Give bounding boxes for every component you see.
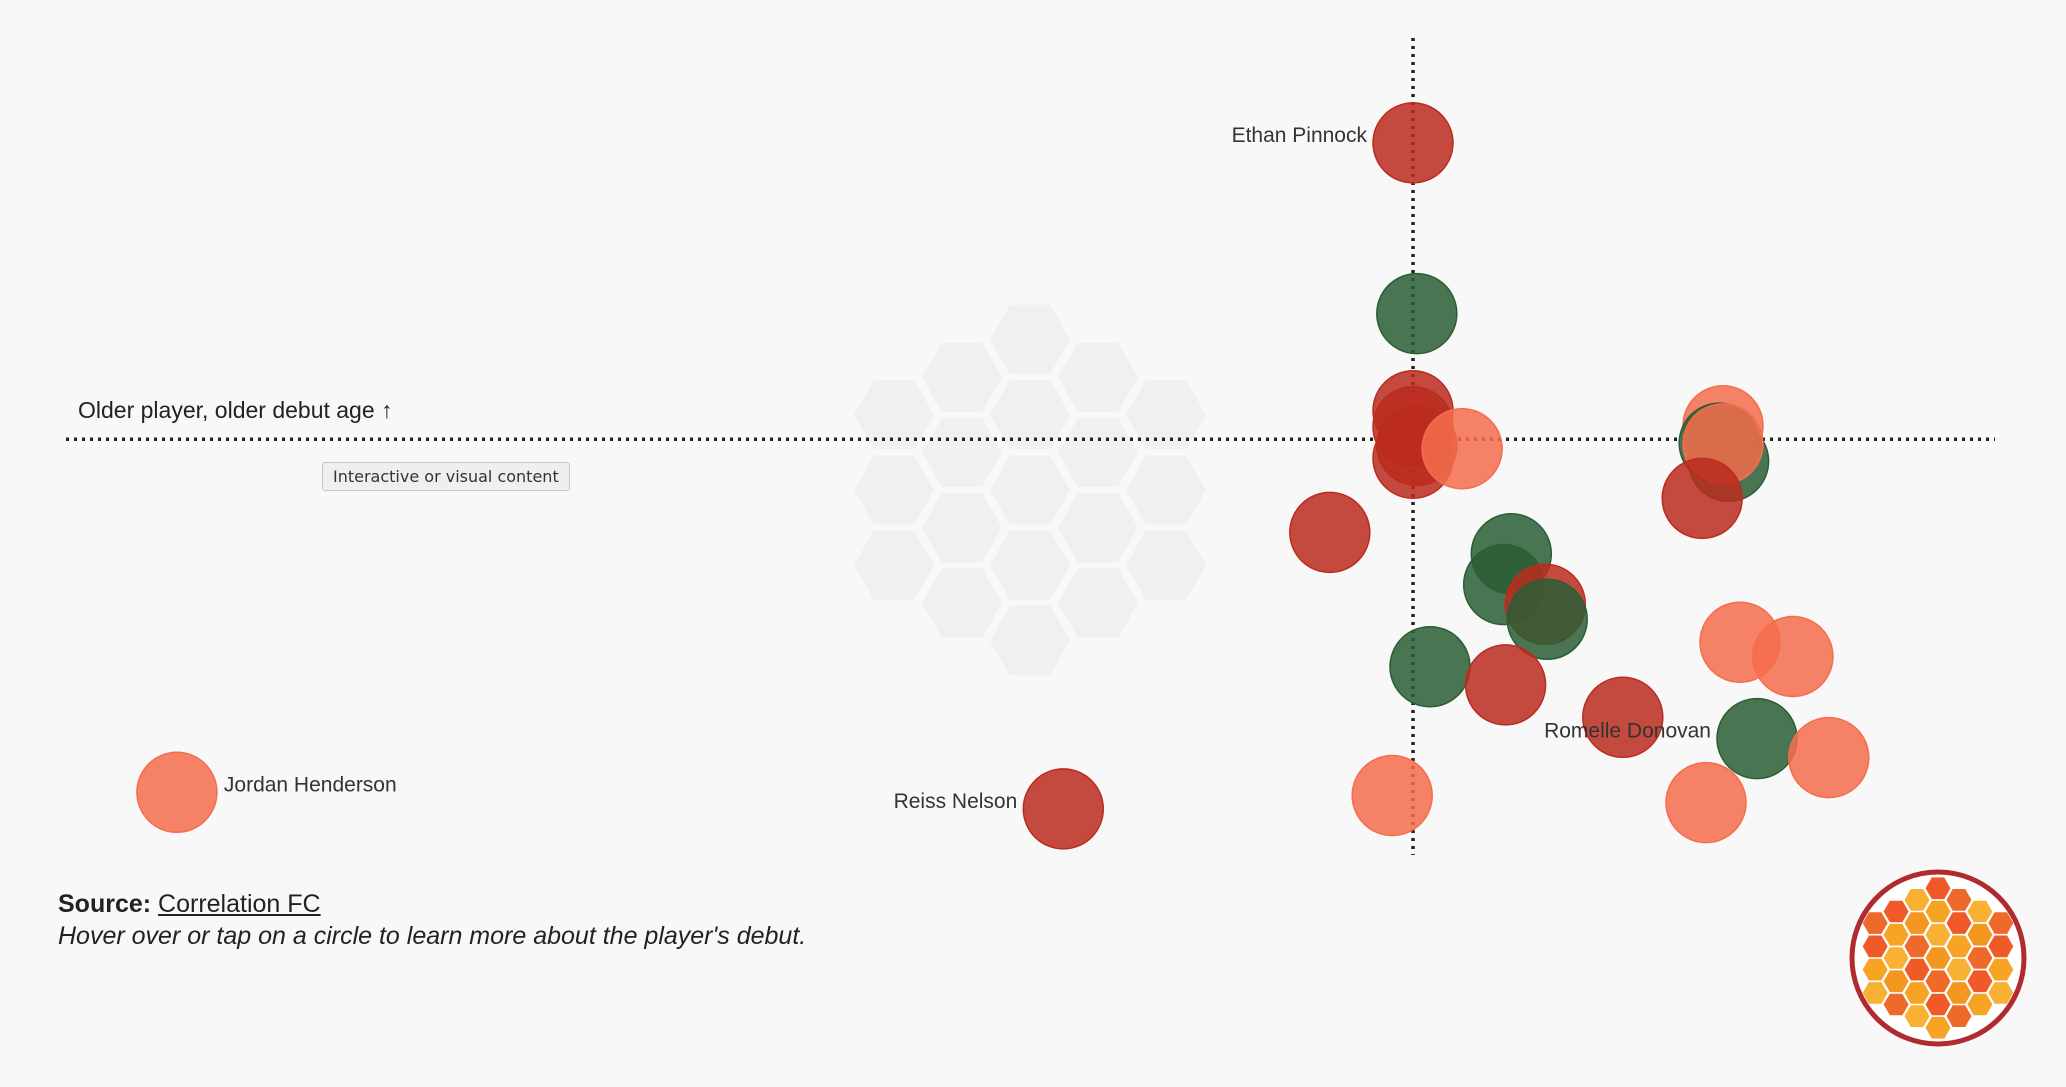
logo-hexagon [1925,900,1951,923]
source-link[interactable]: Correlation FC [158,890,321,918]
watermark-hexagon [1058,342,1138,412]
player-circle-orange[interactable] [136,751,218,834]
data-points [136,102,1870,850]
logo-hexagon [1904,982,1930,1004]
logo-hexagon [1925,993,1951,1016]
logo-hexagon [1904,1005,1930,1027]
player-label: Jordan Henderson [224,773,397,796]
logo-hexagon [1862,912,1888,934]
watermark-hexagon [990,605,1070,676]
watermark-hexagon [1126,380,1206,450]
logo-hexagon [1925,1016,1951,1039]
logo-hexagon [1883,970,1909,993]
logo-hexagon [1946,958,1972,981]
watermark-hexagon [990,380,1070,450]
logo-hexagon [1883,923,1909,946]
watermark-hexagon [922,342,1002,412]
player-circle-orange[interactable] [1752,615,1834,698]
logo-hexagon [1925,923,1951,946]
player-circle-green[interactable] [1506,578,1588,661]
logo-hexagon [1946,982,1972,1004]
logo-hexagon [1967,900,1993,923]
player-circle-orange[interactable] [1351,754,1433,837]
player-circle-orange[interactable] [1665,761,1747,844]
watermark-hexagon [854,455,934,525]
logo-hexagon [1862,982,1888,1004]
watermark-hexagon [1058,493,1138,563]
logo-hexagon [1904,958,1930,981]
hexagon-watermark-icon [854,304,1206,676]
player-circle-red[interactable] [1582,676,1664,759]
player-circle-red[interactable] [1289,491,1371,574]
player-circle-green[interactable] [1376,272,1458,355]
y-axis-annotation: Older player, older debut age ↑ [78,397,393,423]
watermark-hexagon [854,380,934,450]
point-labels: Jordan Henderson Reiss Nelson Ethan Pinnoc… [224,124,1711,813]
watermark-hexagon [922,493,1002,563]
player-circle-green[interactable] [1389,625,1471,708]
source-line: Source: Correlation FC [58,888,806,920]
logo-hexagon [1862,958,1888,981]
logo-hexagon [1862,935,1888,958]
logo-hexagon [1967,993,1993,1016]
logo-hexagon [1967,923,1993,946]
logo-hexagon [1883,993,1909,1016]
player-label: Ethan Pinnock [1232,124,1368,147]
chart-footer: Source: Correlation FC Hover over or tap… [58,888,806,952]
logo-hexagon [1967,947,1993,969]
player-circle-orange[interactable] [1421,407,1503,490]
logo-hexagon [1946,1005,1972,1027]
logo-hexagon [1988,912,2014,934]
watermark-hexagon [1058,568,1138,638]
watermark-hexagon [990,304,1070,375]
logo-hexagon [1946,912,1972,934]
player-label: Romelle Donovan [1544,720,1711,743]
player-circle-red[interactable] [1661,457,1743,540]
player-circle-green[interactable] [1716,697,1798,780]
player-circle-red[interactable] [1464,644,1547,726]
logo-hexagon [1925,970,1951,993]
player-circle-red[interactable] [1372,102,1454,184]
logo-hexagon [1904,912,1930,934]
logo-hexagon [1988,982,2014,1004]
watermark-hexagon [990,455,1070,525]
logo-hexagon [1988,935,2014,958]
player-label: Reiss Nelson [894,790,1018,813]
logo-hexagon [1883,947,1909,969]
watermark-hexagon [1126,455,1206,525]
interactive-content-notice: Interactive or visual content [322,462,570,491]
logo-hexagon [1946,889,1972,911]
logo-hexagon [1904,889,1930,911]
watermark-hexagon [1058,417,1138,487]
watermark-hexagon [990,530,1070,600]
logo-hexagon [1925,947,1951,969]
source-label: Source: [58,890,152,918]
logo-hexagon [1904,935,1930,958]
brand-logo-icon [1849,869,2027,1047]
hover-instruction: Hover over or tap on a circle to learn m… [58,922,807,950]
watermark-hexagon [922,568,1002,638]
logo-hexagon [1988,958,2014,981]
player-circle-red[interactable] [1022,768,1105,850]
player-circle-orange[interactable] [1788,716,1870,799]
watermark-hexagon [922,417,1002,487]
logo-hexagon [1967,970,1993,993]
watermark-hexagon [1126,530,1206,600]
logo-hexagon [1946,935,1972,958]
watermark-hexagon [854,530,934,600]
logo-hexagon [1883,900,1909,923]
logo-hexagon [1925,877,1951,900]
